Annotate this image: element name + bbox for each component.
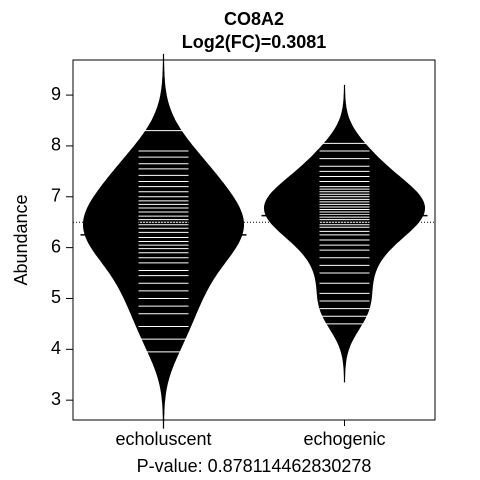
- x-axis-label: P-value: 0.878114462830278: [137, 456, 372, 476]
- chart-subtitle: Log2(FC)=0.3081: [182, 32, 327, 52]
- chart-title: CO8A2: [224, 9, 284, 29]
- y-tick-label: 8: [51, 135, 61, 155]
- y-tick-label: 4: [51, 338, 61, 358]
- plot-frame: [72, 59, 436, 421]
- y-tick-label: 5: [51, 287, 61, 307]
- x-tick-label: echoluscent: [115, 429, 211, 449]
- bean-shape: [264, 84, 425, 383]
- y-tick-label: 6: [51, 236, 61, 256]
- y-tick-label: 9: [51, 84, 61, 104]
- y-tick-label: 7: [51, 186, 61, 206]
- x-tick-label: echogenic: [303, 429, 385, 449]
- y-tick-label: 3: [51, 389, 61, 409]
- y-axis-label: Abundance: [11, 194, 31, 285]
